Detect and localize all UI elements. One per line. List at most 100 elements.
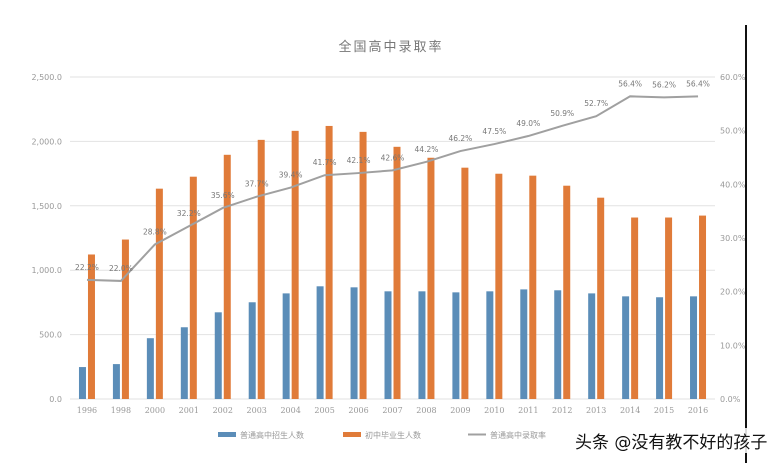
bar-enrollment <box>248 302 256 399</box>
bar-graduates <box>121 239 129 399</box>
x-tick-label: 2000 <box>145 406 165 415</box>
y2-tick-label: 60.0% <box>720 73 746 82</box>
x-tick-label: 2015 <box>654 406 674 415</box>
data-label: 46.2% <box>448 134 472 143</box>
bar-enrollment <box>282 293 290 399</box>
data-label: 42.1% <box>347 156 371 165</box>
bar-enrollment <box>486 291 494 399</box>
x-tick-label: 1996 <box>77 406 97 415</box>
legend-label: 初中毕业生人数 <box>365 430 421 440</box>
y2-tick-label: 50.0% <box>720 127 746 136</box>
data-label: 28.8% <box>143 227 167 236</box>
bar-enrollment <box>452 292 460 399</box>
data-label: 56.2% <box>652 80 676 89</box>
data-label: 42.6% <box>381 153 405 162</box>
bar-enrollment <box>316 286 324 399</box>
x-tick-label: 2004 <box>280 406 300 415</box>
bar-graduates <box>699 215 707 399</box>
bar-enrollment <box>554 290 562 399</box>
data-label: 50.9% <box>550 109 574 118</box>
bar-enrollment <box>690 296 698 399</box>
data-label: 47.5% <box>482 127 506 136</box>
bar-graduates <box>461 167 469 399</box>
watermark: 头条 @没有教不好的孩子 <box>572 428 771 453</box>
legend-label: 普通高中录取率 <box>490 430 546 440</box>
bar-graduates <box>257 139 265 399</box>
bar-graduates <box>223 154 231 399</box>
x-tick-label: 2001 <box>179 406 199 415</box>
bar-graduates <box>665 217 673 399</box>
x-tick-label: 2005 <box>314 406 334 415</box>
bar-graduates <box>563 185 571 399</box>
data-label: 22.2% <box>75 263 99 272</box>
x-tick-label: 2011 <box>518 406 538 415</box>
bar-enrollment <box>622 296 630 399</box>
x-tick-label: 2009 <box>450 406 470 415</box>
y-tick-label: 2,000.0 <box>31 137 62 146</box>
chart-title: 全国高中录取率 <box>338 40 444 55</box>
bar-enrollment <box>418 291 426 399</box>
data-label: 52.7% <box>584 99 608 108</box>
data-label: 49.0% <box>516 119 540 128</box>
data-label: 56.4% <box>686 79 710 88</box>
y-tick-label: 0.0 <box>49 395 62 404</box>
bar-graduates <box>189 176 197 399</box>
y2-tick-label: 0.0% <box>720 395 741 404</box>
data-label: 37.7% <box>245 180 269 189</box>
x-tick-label: 2014 <box>620 406 640 415</box>
bar-enrollment <box>384 291 392 399</box>
x-tick-label: 2008 <box>416 406 436 415</box>
line-admission-rate <box>86 95 699 282</box>
bar-graduates <box>597 197 605 399</box>
y-tick-label: 2,500.0 <box>31 73 62 82</box>
y-tick-label: 1,000.0 <box>31 266 62 275</box>
bar-graduates <box>325 125 333 399</box>
data-label: 44.2% <box>415 145 439 154</box>
bar-enrollment <box>180 327 188 399</box>
data-label: 32.2% <box>177 209 201 218</box>
legend-swatch <box>218 432 236 437</box>
bar-graduates <box>631 217 639 399</box>
y2-tick-label: 10.0% <box>720 341 746 350</box>
data-label: 39.4% <box>279 171 303 180</box>
divider-line <box>745 25 747 463</box>
legend-swatch <box>343 432 361 437</box>
data-label: 35.6% <box>211 191 235 200</box>
bar-enrollment <box>78 367 86 399</box>
y-tick-label: 500.0 <box>39 331 62 340</box>
data-label: 41.7% <box>313 158 337 167</box>
bar-enrollment <box>214 312 222 399</box>
x-tick-label: 2016 <box>688 406 708 415</box>
bar-graduates <box>529 175 537 399</box>
y2-tick-label: 20.0% <box>720 288 746 297</box>
bar-enrollment <box>588 293 596 399</box>
x-tick-label: 2010 <box>484 406 504 415</box>
bar-graduates <box>427 157 435 399</box>
bar-graduates <box>495 173 503 399</box>
data-label: 22.0% <box>109 264 133 273</box>
bar-enrollment <box>146 338 154 399</box>
bar-graduates <box>155 188 163 399</box>
y-tick-label: 1,500.0 <box>31 202 62 211</box>
x-tick-label: 2007 <box>382 406 402 415</box>
y2-tick-label: 40.0% <box>720 180 746 189</box>
bar-enrollment <box>656 297 664 399</box>
legend-label: 普通高中招生人数 <box>240 430 304 440</box>
bar-graduates <box>87 254 95 399</box>
bar-enrollment <box>520 289 528 399</box>
bar-graduates <box>291 130 299 400</box>
bar-graduates <box>393 146 401 399</box>
x-tick-label: 2002 <box>213 406 233 415</box>
y2-tick-label: 30.0% <box>720 234 746 243</box>
bar-graduates <box>359 131 367 399</box>
data-label: 56.4% <box>618 79 642 88</box>
bar-enrollment <box>112 364 120 399</box>
bar-enrollment <box>350 287 358 399</box>
x-tick-label: 2013 <box>586 406 606 415</box>
x-tick-label: 2006 <box>348 406 368 415</box>
x-tick-label: 2003 <box>247 406 267 415</box>
x-tick-label: 1998 <box>111 406 131 415</box>
x-tick-label: 2012 <box>552 406 572 415</box>
